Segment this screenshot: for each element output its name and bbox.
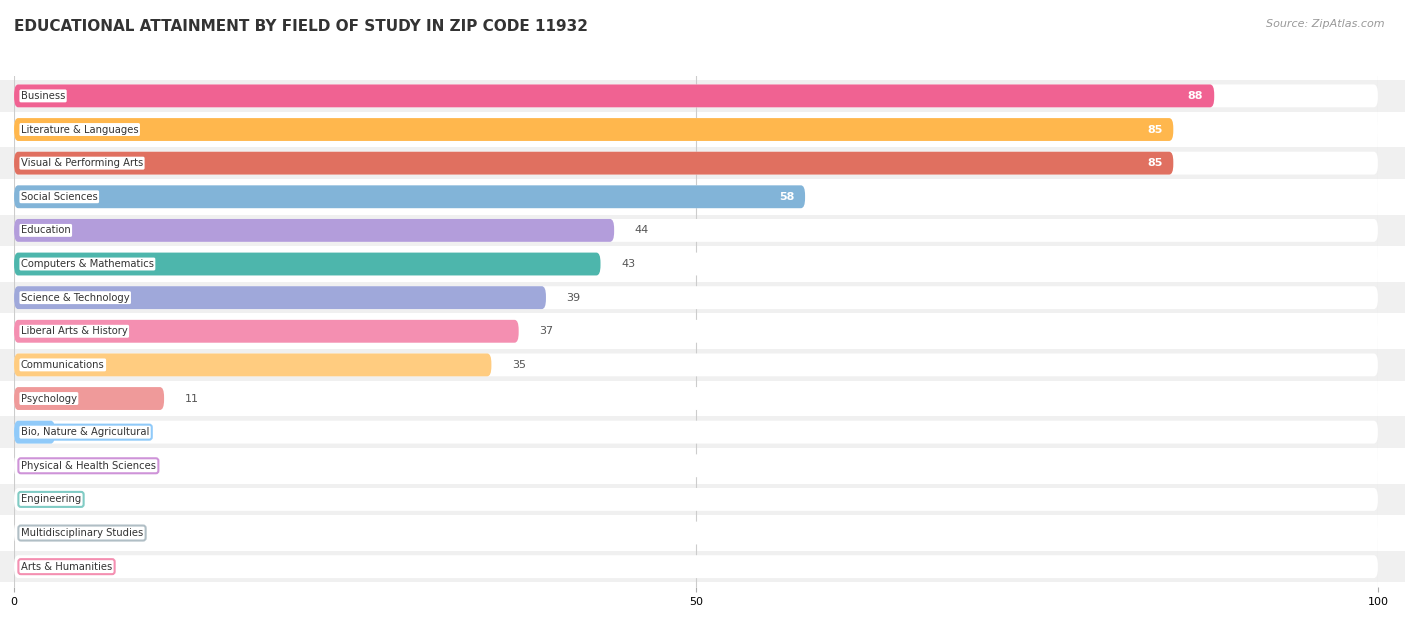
FancyBboxPatch shape (14, 488, 1378, 511)
Text: 0: 0 (35, 562, 42, 572)
FancyBboxPatch shape (14, 252, 600, 276)
Text: 85: 85 (1147, 124, 1163, 134)
FancyBboxPatch shape (14, 118, 1173, 141)
FancyBboxPatch shape (0, 416, 1405, 448)
Text: Engineering: Engineering (21, 495, 82, 504)
FancyBboxPatch shape (0, 483, 1405, 515)
FancyBboxPatch shape (14, 186, 806, 208)
FancyBboxPatch shape (0, 282, 1405, 314)
Text: Visual & Performing Arts: Visual & Performing Arts (21, 158, 143, 168)
FancyBboxPatch shape (14, 387, 165, 410)
FancyBboxPatch shape (14, 286, 1378, 309)
FancyBboxPatch shape (14, 118, 1378, 141)
FancyBboxPatch shape (14, 421, 1378, 444)
FancyBboxPatch shape (0, 148, 1405, 179)
FancyBboxPatch shape (14, 454, 1378, 477)
FancyBboxPatch shape (14, 219, 1378, 242)
FancyBboxPatch shape (14, 151, 1173, 175)
Text: Multidisciplinary Studies: Multidisciplinary Studies (21, 528, 143, 538)
FancyBboxPatch shape (0, 248, 1405, 280)
FancyBboxPatch shape (0, 383, 1405, 415)
Text: Social Sciences: Social Sciences (21, 192, 97, 202)
Text: Psychology: Psychology (21, 394, 77, 404)
Text: Bio, Nature & Agricultural: Bio, Nature & Agricultural (21, 427, 149, 437)
Text: 44: 44 (634, 225, 648, 235)
FancyBboxPatch shape (0, 450, 1405, 481)
FancyBboxPatch shape (14, 85, 1378, 107)
Text: 3: 3 (76, 427, 83, 437)
Text: Physical & Health Sciences: Physical & Health Sciences (21, 461, 156, 471)
Text: Communications: Communications (21, 360, 104, 370)
FancyBboxPatch shape (0, 114, 1405, 145)
Text: 58: 58 (779, 192, 794, 202)
Text: 43: 43 (621, 259, 636, 269)
FancyBboxPatch shape (14, 353, 1378, 376)
Text: Arts & Humanities: Arts & Humanities (21, 562, 112, 572)
Text: Computers & Mathematics: Computers & Mathematics (21, 259, 153, 269)
Text: 37: 37 (538, 326, 553, 336)
FancyBboxPatch shape (14, 421, 55, 444)
Text: EDUCATIONAL ATTAINMENT BY FIELD OF STUDY IN ZIP CODE 11932: EDUCATIONAL ATTAINMENT BY FIELD OF STUDY… (14, 19, 588, 34)
FancyBboxPatch shape (0, 349, 1405, 380)
Text: 88: 88 (1188, 91, 1204, 101)
Text: 11: 11 (184, 394, 198, 404)
FancyBboxPatch shape (0, 551, 1405, 582)
Text: 39: 39 (567, 293, 581, 303)
FancyBboxPatch shape (14, 252, 1378, 276)
FancyBboxPatch shape (14, 186, 1378, 208)
Text: Business: Business (21, 91, 65, 101)
Text: 0: 0 (35, 495, 42, 504)
Text: Literature & Languages: Literature & Languages (21, 124, 139, 134)
Text: Source: ZipAtlas.com: Source: ZipAtlas.com (1267, 19, 1385, 29)
FancyBboxPatch shape (0, 215, 1405, 246)
FancyBboxPatch shape (14, 353, 492, 376)
FancyBboxPatch shape (14, 151, 1378, 175)
FancyBboxPatch shape (14, 522, 1378, 545)
FancyBboxPatch shape (14, 387, 1378, 410)
Text: Science & Technology: Science & Technology (21, 293, 129, 303)
FancyBboxPatch shape (0, 517, 1405, 549)
Text: 0: 0 (35, 528, 42, 538)
FancyBboxPatch shape (14, 286, 546, 309)
FancyBboxPatch shape (14, 85, 1215, 107)
FancyBboxPatch shape (0, 181, 1405, 213)
FancyBboxPatch shape (14, 320, 519, 343)
FancyBboxPatch shape (14, 320, 1378, 343)
Text: 0: 0 (35, 461, 42, 471)
Text: 85: 85 (1147, 158, 1163, 168)
FancyBboxPatch shape (14, 555, 1378, 578)
Text: Education: Education (21, 225, 70, 235)
FancyBboxPatch shape (14, 219, 614, 242)
FancyBboxPatch shape (0, 80, 1405, 112)
FancyBboxPatch shape (0, 316, 1405, 347)
Text: Liberal Arts & History: Liberal Arts & History (21, 326, 128, 336)
Text: 35: 35 (512, 360, 526, 370)
